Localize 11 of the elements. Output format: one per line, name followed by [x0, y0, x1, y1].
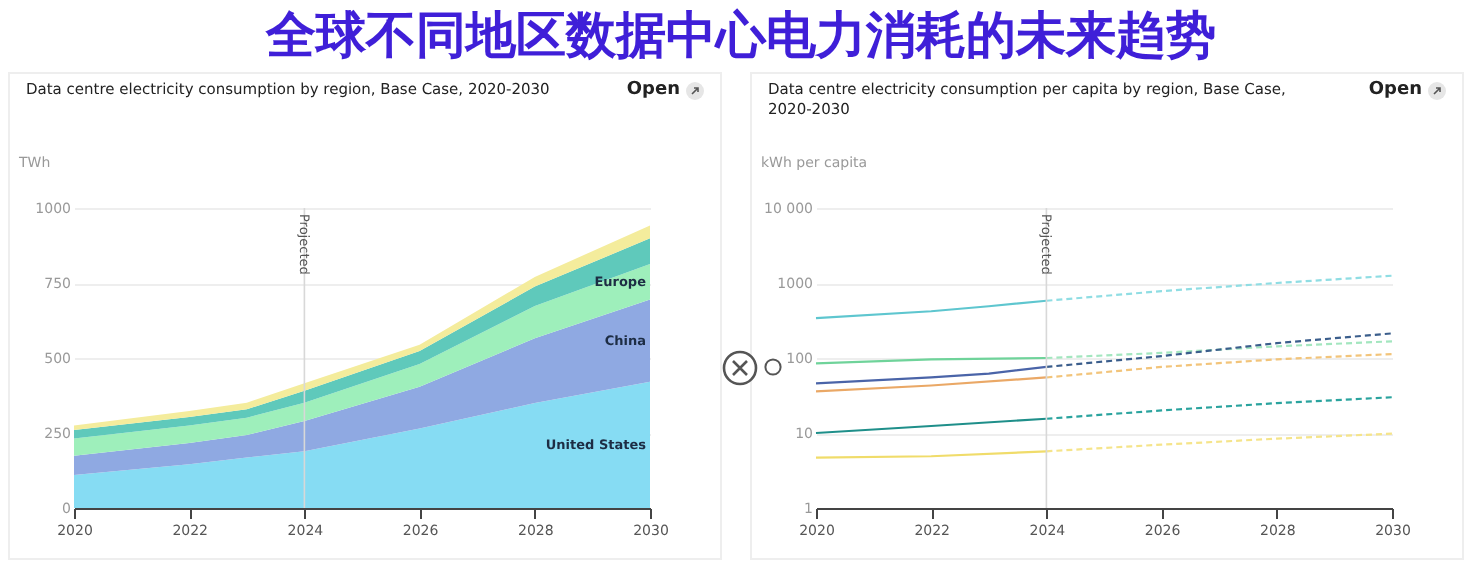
line-series: [1045, 352, 1394, 379]
line-series: [1045, 396, 1394, 420]
text: Open: [1368, 80, 1422, 100]
chart-title: 全球不同地区数据中心电力消耗的未来趋势: [263, 4, 1218, 68]
line-series: [1045, 432, 1394, 453]
line-series: [814, 299, 1048, 320]
line-series: [1045, 274, 1394, 302]
line-series: [1045, 340, 1394, 360]
line-series: [814, 365, 1048, 385]
line-series: [1045, 332, 1394, 369]
text: Open: [626, 80, 680, 100]
